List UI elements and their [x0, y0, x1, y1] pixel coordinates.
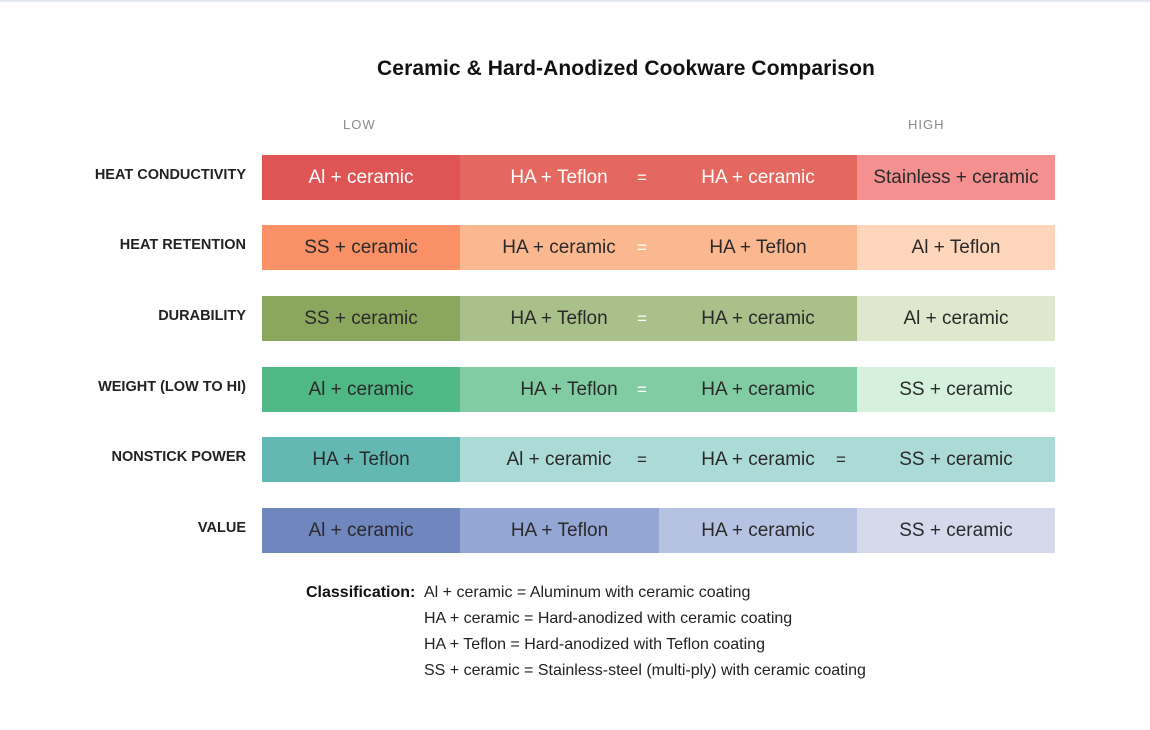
row-heat-conductivity: Al + ceramic HA + Teflon HA + ceramic = … [262, 155, 1055, 200]
cell-background [262, 367, 460, 412]
row-durability: SS + ceramic HA + Teflon HA + ceramic = … [262, 296, 1055, 341]
cell-background [857, 367, 1055, 412]
cell-weight-4: SS + ceramic [899, 378, 1013, 400]
cell-group-heat-conductivity: HA + Teflon HA + ceramic [460, 155, 857, 200]
equals-sign: = [637, 379, 647, 399]
cell-weight-3: HA + ceramic [701, 378, 815, 400]
legend-line: SS + ceramic = Stainless-steel (multi-pl… [424, 662, 866, 679]
scale-high-label: HIGH [908, 117, 945, 132]
cell-heat-retention-1: SS + ceramic [304, 236, 418, 258]
cell-durability-3: HA + ceramic [701, 307, 815, 329]
cell-background [659, 437, 857, 482]
chart-title: Ceramic & Hard-Anodized Cookware Compari… [377, 57, 875, 80]
cell-background [857, 155, 1055, 200]
cell-nonstick-1: HA + Teflon [312, 448, 410, 470]
cell-background [460, 296, 659, 341]
cell-background [262, 296, 460, 341]
row-label-weight: WEIGHT (LOW TO HI) [98, 379, 246, 395]
cell-background [857, 508, 1055, 553]
row-label-heat-conductivity: HEAT CONDUCTIVITY [94, 167, 246, 183]
cell-background [857, 225, 1055, 270]
cell-heat-retention-4: Al + Teflon [911, 236, 1001, 258]
cell-background [659, 225, 857, 270]
cell-background [857, 296, 1055, 341]
row-label-heat-retention: HEAT RETENTION [119, 237, 246, 253]
cell-weight-1: Al + ceramic [308, 378, 414, 400]
cell-heat-retention-3: HA + Teflon [709, 236, 807, 258]
cell-background [262, 155, 460, 200]
cell-heat-conductivity-1: Al + ceramic [308, 166, 414, 188]
cell-value-2: HA + Teflon [510, 519, 609, 541]
cell-background [659, 508, 857, 553]
scale-low-label: LOW [343, 117, 376, 132]
top-border [0, 0, 1150, 2]
cell-heat-conductivity-2: HA + Teflon [510, 166, 608, 188]
cell-durability-1: SS + ceramic [304, 307, 418, 329]
cell-group-nonstick: Al + ceramic HA + ceramic SS + ceramic [460, 437, 1055, 482]
row-label-value: VALUE [197, 520, 246, 536]
legend-line: HA + Teflon = Hard-anodized with Teflon … [424, 636, 765, 653]
row-label-nonstick-power: NONSTICK POWER [111, 449, 246, 465]
row-heat-retention: SS + ceramic HA + ceramic HA + Teflon = … [262, 225, 1055, 270]
cell-background [659, 296, 857, 341]
row-weight: Al + ceramic HA + Teflon HA + ceramic = … [262, 367, 1055, 412]
row-value: Al + ceramic HA + Teflon HA + ceramic SS… [262, 508, 1055, 553]
cell-group-durability: HA + Teflon HA + ceramic [460, 296, 857, 341]
cell-weight-2: HA + Teflon [520, 378, 618, 400]
cell-group-weight: HA + Teflon HA + ceramic [460, 367, 857, 412]
cell-background [659, 367, 857, 412]
cell-nonstick-4: SS + ceramic [899, 448, 1013, 470]
cell-nonstick-3: HA + ceramic [701, 448, 815, 470]
equals-sign: = [637, 237, 647, 257]
cell-background [857, 437, 1055, 482]
cell-background [262, 225, 460, 270]
legend-line: Al + ceramic = Aluminum with ceramic coa… [424, 584, 751, 601]
cell-background [262, 508, 460, 553]
cell-nonstick-2: Al + ceramic [506, 448, 612, 470]
cell-durability-4: Al + ceramic [903, 307, 1009, 329]
legend-line: HA + ceramic = Hard-anodized with cerami… [424, 610, 793, 627]
cell-value-3: HA + ceramic [701, 519, 815, 541]
cell-heat-conductivity-3: HA + ceramic [701, 166, 815, 188]
cell-background [460, 508, 659, 553]
cell-background [659, 155, 857, 200]
equals-sign: = [637, 308, 647, 328]
cell-durability-2: HA + Teflon [510, 307, 608, 329]
cell-background [460, 367, 659, 412]
cell-heat-conductivity-4: Stainless + ceramic [873, 166, 1039, 188]
row-nonstick-power: HA + Teflon Al + ceramic HA + ceramic SS… [262, 437, 1055, 482]
cell-heat-retention-2: HA + ceramic [502, 236, 616, 258]
cell-value-1: Al + ceramic [308, 519, 414, 541]
cell-background [460, 437, 659, 482]
cell-background [262, 437, 460, 482]
cell-background [460, 225, 659, 270]
equals-sign: = [637, 167, 647, 187]
equals-sign: = [836, 449, 846, 469]
cell-background [460, 155, 659, 200]
legend-title: Classification: [306, 584, 416, 601]
row-label-durability: DURABILITY [158, 308, 246, 324]
equals-sign: = [637, 449, 647, 469]
cell-group-heat-retention: HA + ceramic HA + Teflon [460, 225, 857, 270]
cell-value-4: SS + ceramic [899, 519, 1013, 541]
